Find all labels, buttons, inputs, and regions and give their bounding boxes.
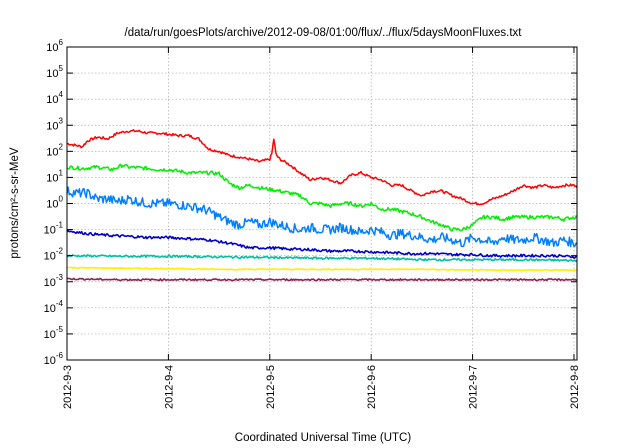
y-tick-label: 105 (46, 64, 63, 80)
series-line (66, 266, 578, 272)
x-tick-label: 2012-9-3 (62, 365, 74, 409)
series-line (66, 129, 578, 206)
series-line (66, 229, 578, 260)
series-line (67, 163, 578, 232)
y-tick-label: 10-3 (44, 273, 64, 289)
x-tick-label: 2012-9-6 (366, 365, 378, 409)
series-group (66, 129, 578, 282)
y-tick-label: 10-1 (44, 221, 64, 237)
y-tick-label: 106 (46, 38, 63, 54)
y-tick-label: 102 (46, 142, 63, 158)
x-axis-ticks: 2012-9-3 2012-9-4 2012-9-5 2012-9-6 2012-9-7… (62, 47, 581, 409)
series-line (66, 277, 578, 282)
y-tick-label: 10-6 (44, 351, 64, 367)
series-line (66, 186, 578, 248)
x-axis-label: Coordinated Universal Time (UTC) (235, 432, 412, 444)
series-line (66, 254, 578, 263)
y-tick-label: 103 (46, 116, 63, 132)
y-tick-label: 10-2 (44, 247, 64, 263)
y-tick-label: 104 (46, 90, 63, 106)
x-tick-label: 2012-9-8 (569, 365, 581, 409)
y-tick-label: 101 (46, 168, 63, 184)
y-tick-label: 10-4 (44, 299, 64, 315)
x-tick-label: 2012-9-4 (163, 365, 175, 409)
x-tick-label: 2012-9-7 (468, 365, 480, 409)
x-tick-label: 2012-9-5 (265, 365, 277, 409)
y-axis-ticks: 10-6 10-5 10-4 10-3 10-2 10-1 100 101 102 103 104 1… (44, 38, 577, 367)
y-tick-label: 10-5 (44, 325, 64, 341)
y-axis-label: protons/cm²-s-sr-MeV (9, 147, 21, 259)
chart-title: /data/run/goesPlots/archive/2012-09-08/0… (125, 27, 523, 39)
y-tick-label: 100 (46, 195, 63, 211)
